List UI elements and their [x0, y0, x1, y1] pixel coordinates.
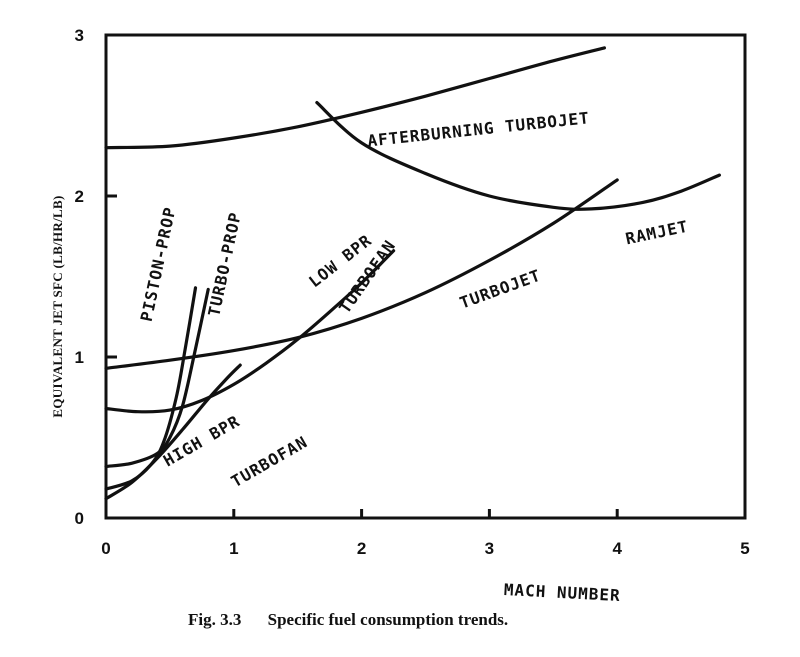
curve-label: PISTON-PROP — [137, 205, 180, 323]
series-line-low-bpr-turbofan — [104, 249, 396, 414]
series-line-turbojet — [104, 178, 619, 370]
curve-label: TURBOFAN — [228, 432, 311, 491]
figure-caption: Fig. 3.3 Specific fuel consumption trend… — [188, 610, 508, 629]
y-tick-label: 1 — [75, 348, 84, 367]
x-tick-label: 4 — [612, 539, 622, 558]
y-tick-label: 2 — [75, 187, 84, 206]
plot-frame — [104, 33, 747, 520]
curve-label: TURBOJET — [457, 266, 543, 313]
y-axis-title: EQUIVALENT JET SFC (LB/HR/LB) — [50, 195, 65, 417]
series-group — [104, 46, 721, 501]
x-tick-label: 3 — [485, 539, 494, 558]
curve-label: TURBO-PROP — [204, 210, 245, 318]
curve-label: AFTERBURNING TURBOJET — [367, 108, 591, 150]
x-tick-label: 5 — [740, 539, 749, 558]
x-tick-label: 1 — [229, 539, 238, 558]
figure-caption-number: Fig. 3.3 — [188, 610, 241, 629]
series-line-piston-prop — [104, 286, 198, 491]
series-line-ramjet — [315, 101, 721, 211]
axis-ticks: 0 1 2 3 4 5 0 1 2 3 — [75, 26, 750, 558]
y-tick-label: 3 — [75, 26, 84, 45]
x-axis-title: MACH NUMBER — [503, 580, 621, 605]
series-line-turbo-prop — [104, 287, 210, 469]
figure-caption-text: Specific fuel consumption trends. — [268, 610, 509, 629]
curve-label: RAMJET — [624, 217, 690, 249]
x-tick-label: 2 — [357, 539, 366, 558]
x-tick-label: 0 — [101, 539, 110, 558]
series-line-afterburning-turbojet — [104, 46, 606, 150]
y-tick-label: 0 — [75, 509, 84, 528]
